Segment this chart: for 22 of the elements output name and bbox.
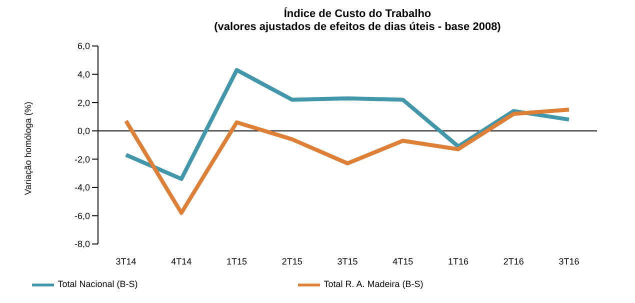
y-tick-label: 0,0 [77,126,90,136]
y-axis-title: Variação homóloga (%) [23,102,34,195]
chart-title: Índice de Custo do Trabalho [282,8,432,21]
x-tick-label: 1T15 [226,256,248,266]
x-tick-label: 2T16 [503,256,524,266]
y-tick-label: -2,0 [74,154,90,164]
legend-label: Total R. A. Madeira (B-S) [324,279,424,290]
y-tick-label: 4,0 [77,69,90,80]
chart-subtitle: (valores ajustados de efeitos de dias úteis - base 2008) [213,21,502,34]
x-tick-label: 3T16 [558,256,580,266]
x-tick-label: 4T15 [392,256,414,266]
x-tick-label: 2T15 [282,256,302,266]
x-tick-label: 4T14 [171,256,192,266]
y-tick-label: -6,0 [74,210,90,221]
x-tick-label: 1T16 [448,256,469,266]
y-tick-label: 6,0 [77,41,90,52]
legend-label: Total Nacional (B-S) [58,279,138,290]
x-tick-label: 3T15 [337,256,358,266]
x-tick-label: 3T14 [116,256,136,266]
y-tick-label: 2,0 [77,98,90,108]
y-tick-label: -4,0 [74,182,90,193]
y-tick-label: -8,0 [74,239,90,250]
